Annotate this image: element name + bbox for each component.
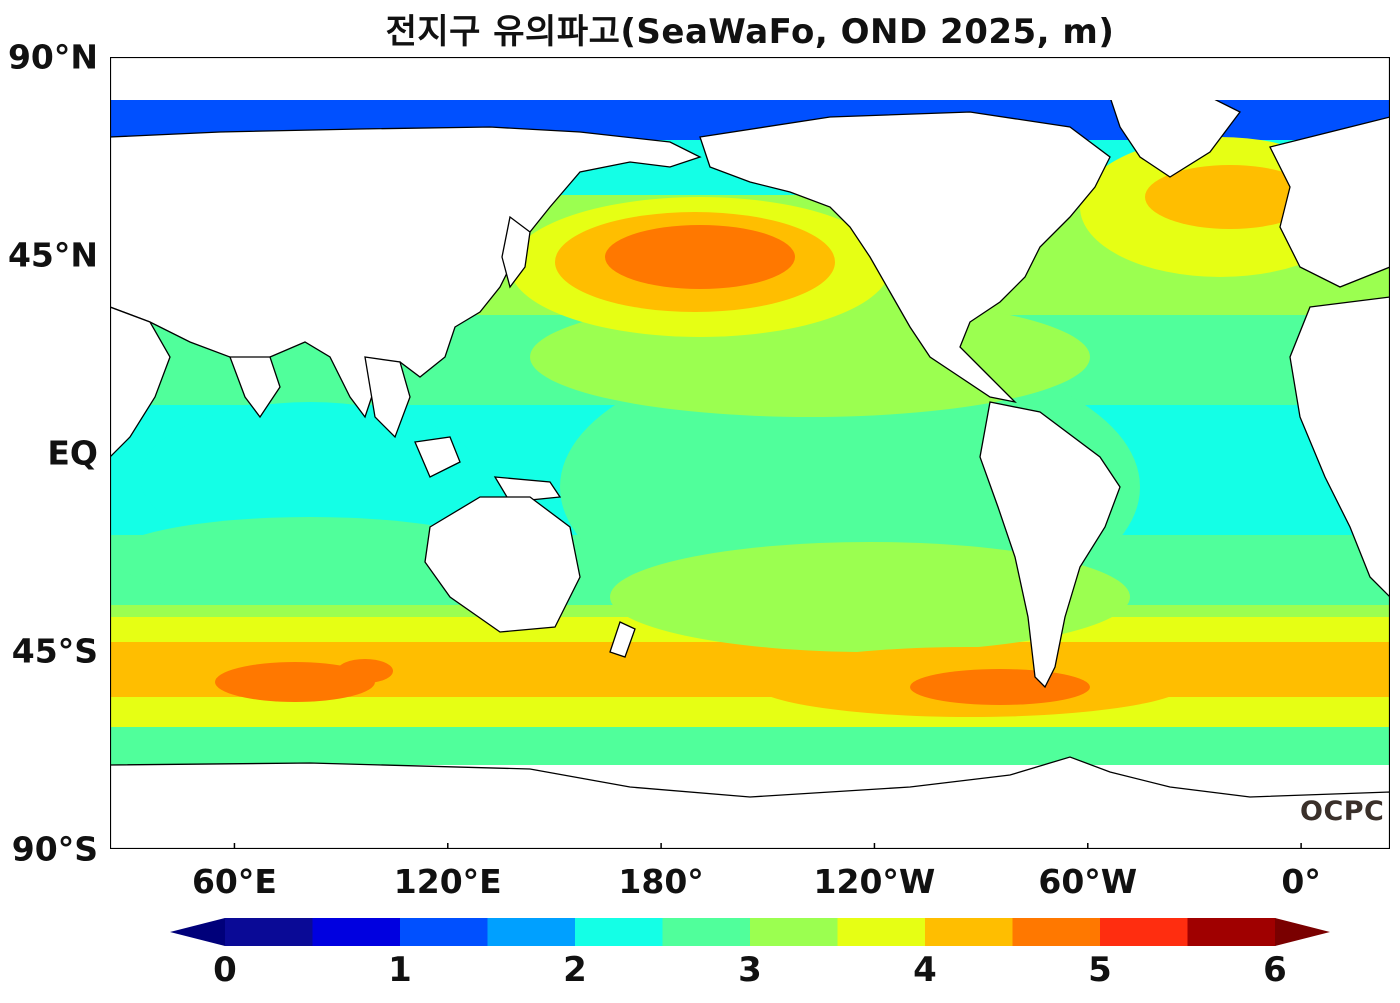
colorbar (170, 918, 1330, 946)
y-tick-label: EQ (47, 433, 98, 473)
colorbar-tick-label: 3 (738, 950, 762, 990)
colorbar-segment (400, 918, 488, 946)
colorbar-segment (750, 918, 838, 946)
colorbar-under-arrow (170, 918, 225, 946)
colorbar-tick-label: 2 (563, 950, 587, 990)
land-africa-west (1289, 296, 1390, 598)
colorbar-segment (1012, 918, 1101, 946)
x-tick-label: 0° (1281, 862, 1321, 901)
pacific-south-field (610, 542, 1130, 652)
land-north-america (699, 111, 1111, 404)
x-tick-label: 60°E (191, 862, 277, 901)
colorbar-segment (487, 918, 576, 946)
y-tick-label: 45°N (7, 235, 98, 275)
colorbar-segment (312, 918, 401, 946)
x-tick-label: 180° (618, 862, 704, 901)
wave-height-map (110, 57, 1390, 849)
colorbar-segment (925, 918, 1013, 946)
ocpc-logo: OCPC (1300, 796, 1385, 827)
land-borneo (414, 436, 461, 478)
colorbar-segment (575, 918, 663, 946)
colorbar-segment (1100, 918, 1188, 946)
x-tick-label: 120°E (393, 862, 502, 901)
y-tick-label: 45°S (11, 631, 98, 671)
land-australia (424, 496, 581, 633)
colorbar-segment (1187, 918, 1276, 946)
colorbar-segment (225, 918, 313, 946)
south-pacific-max (910, 669, 1090, 705)
ocean-band-south-polar (110, 727, 1390, 765)
north-atlantic-max (1145, 165, 1315, 229)
arctic-no-data (110, 57, 1390, 100)
x-tick-label: 60°W (1038, 862, 1138, 901)
south-indian-max2 (337, 659, 393, 683)
y-tick-label: 90°S (11, 829, 98, 869)
tick-marks (233, 843, 1302, 849)
land-africa-east (110, 306, 171, 458)
land-indochina (364, 356, 411, 439)
land-antarctica (110, 756, 1390, 849)
ocean-band-south-subpolar (110, 697, 1390, 727)
land-new-zealand (609, 621, 636, 658)
x-tick-label: 120°W (813, 862, 936, 901)
land-japan (501, 215, 531, 289)
indian-tropical-field (140, 402, 480, 552)
map-title: 전지구 유의파고(SeaWaFo, OND 2025, m) (385, 12, 1115, 52)
y-tick-label: 90°N (7, 37, 98, 77)
indian-south-field (110, 517, 510, 597)
colorbar-segment (662, 918, 751, 946)
land-south-america (979, 401, 1121, 689)
colorbar-over-arrow (1275, 918, 1330, 946)
south-indian-max (215, 662, 375, 702)
land-india (229, 356, 281, 419)
map-frame (110, 57, 1390, 849)
land-new-guinea (493, 476, 562, 503)
land (110, 91, 1390, 849)
colorbar-tick-label: 6 (1263, 950, 1287, 990)
colorbar-tick-label: 4 (913, 950, 937, 990)
colorbar-tick-label: 0 (213, 950, 237, 990)
colorbar-tick-label: 5 (1088, 950, 1112, 990)
north-pacific-max (605, 225, 795, 289)
land-europe (1269, 116, 1390, 288)
colorbar-segment (837, 918, 926, 946)
colorbar-tick-label: 1 (388, 950, 412, 990)
